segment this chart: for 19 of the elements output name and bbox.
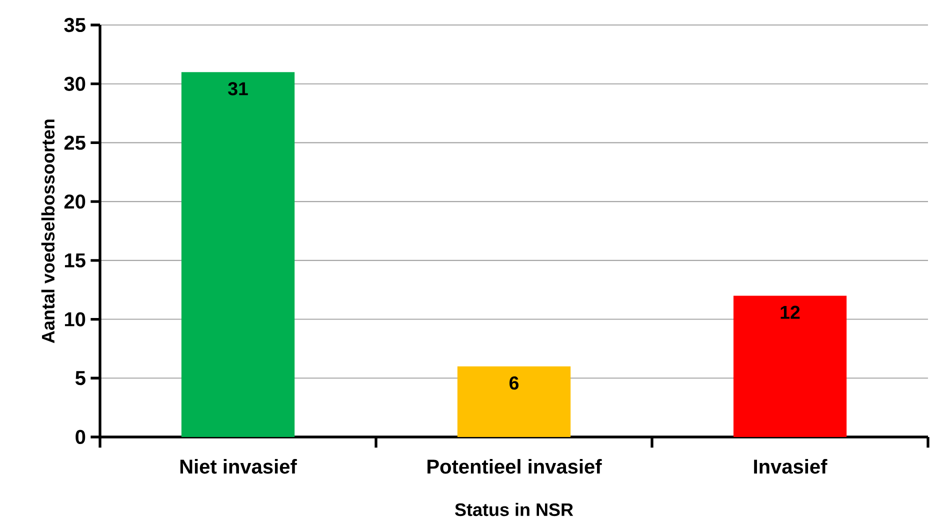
y-axis-title: Aantal voedselbossoorten <box>41 120 55 344</box>
x-tick-label: Potentieel invasief <box>428 459 602 474</box>
y-tick-label: 25 <box>64 136 86 150</box>
y-tick-label: 20 <box>64 194 86 209</box>
y-tick-label: 35 <box>64 18 86 32</box>
y-tick-label: 5 <box>75 371 86 386</box>
y-tick-label: 0 <box>76 430 86 444</box>
bar <box>457 366 571 437</box>
x-axis-title: Status in NSR <box>455 502 574 516</box>
x-tick-label: Invasief <box>754 459 828 474</box>
data-label: 31 <box>228 82 248 96</box>
data-label: 12 <box>780 306 800 319</box>
bar <box>733 296 847 437</box>
x-tick-label: Niet invasief <box>180 459 297 474</box>
y-tick-label: 30 <box>64 76 86 91</box>
y-tick-label: 10 <box>64 312 86 326</box>
bar <box>181 72 295 437</box>
y-tick-label: 15 <box>64 253 86 268</box>
data-label: 6 <box>510 376 519 390</box>
